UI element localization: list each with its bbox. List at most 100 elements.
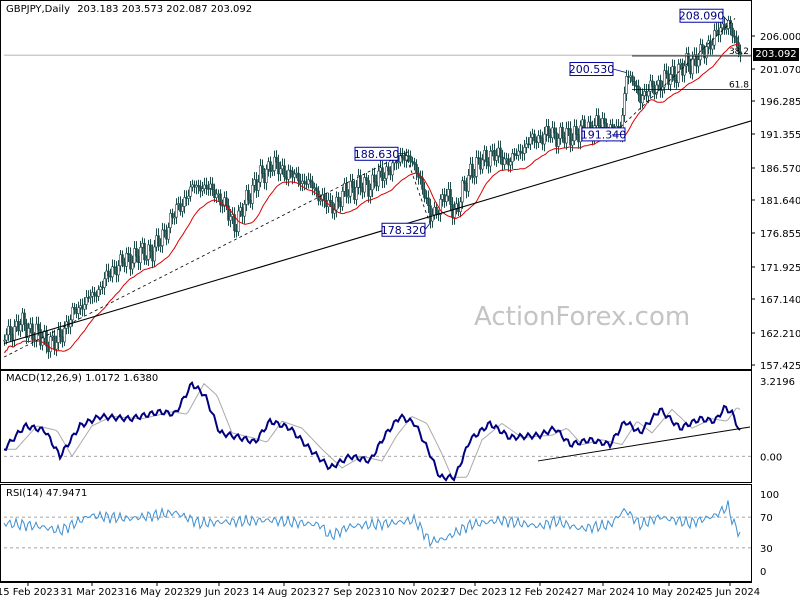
candle-body bbox=[271, 170, 274, 172]
candle-body bbox=[127, 253, 130, 255]
dashed-pullback-line bbox=[404, 153, 431, 224]
price-label-text: 178.320 bbox=[381, 224, 427, 237]
candle-body bbox=[347, 195, 350, 198]
candle-body bbox=[151, 250, 154, 262]
candle-body bbox=[63, 328, 66, 343]
candle-body bbox=[355, 187, 358, 200]
candle-body bbox=[527, 143, 530, 146]
candle-body bbox=[421, 177, 424, 190]
candle-body bbox=[397, 161, 400, 164]
candle-body bbox=[213, 189, 216, 198]
price-tick-label: 201.070 bbox=[760, 65, 800, 76]
ohlc-label: 203.183 203.573 202.087 203.092 bbox=[77, 4, 253, 15]
candle-body bbox=[77, 307, 80, 314]
candle-body bbox=[337, 196, 340, 202]
candle-body bbox=[171, 213, 174, 218]
candle-body bbox=[85, 297, 88, 305]
candle-body bbox=[557, 138, 560, 147]
candle-body bbox=[673, 66, 676, 81]
price-label-text: 200.530 bbox=[569, 63, 615, 76]
candle-body bbox=[75, 309, 78, 314]
price-label-text: 208.090 bbox=[679, 10, 725, 23]
candle-body bbox=[731, 27, 734, 37]
candle-body bbox=[659, 79, 662, 91]
candle-body bbox=[511, 153, 514, 163]
candle-body bbox=[571, 140, 574, 146]
candle-body bbox=[157, 235, 160, 246]
candle-body bbox=[493, 149, 496, 161]
candle-body bbox=[729, 20, 732, 29]
candle-body bbox=[193, 184, 196, 188]
rsi-tick-label: 30 bbox=[760, 544, 773, 555]
time-tick-label: 27 Sep 2023 bbox=[317, 587, 380, 598]
price-label-text: 188.630 bbox=[354, 148, 400, 161]
price-tick-label: 191.355 bbox=[760, 130, 800, 141]
candle-body bbox=[485, 150, 488, 163]
candle-body bbox=[93, 292, 96, 296]
candle-body bbox=[561, 126, 564, 139]
candle-body bbox=[149, 244, 152, 252]
candle-body bbox=[35, 323, 38, 341]
candle-body bbox=[683, 65, 686, 76]
candle-body bbox=[467, 175, 470, 192]
candle-body bbox=[91, 292, 94, 297]
candle-body bbox=[503, 158, 506, 165]
candle-body bbox=[49, 336, 52, 353]
candle-body bbox=[637, 85, 640, 95]
candle-body bbox=[277, 161, 280, 175]
candle-body bbox=[239, 207, 242, 212]
candle-body bbox=[121, 254, 124, 264]
candle-body bbox=[259, 165, 262, 183]
dashed-rally-line bbox=[611, 18, 736, 136]
price-label-connector bbox=[612, 68, 627, 73]
candle-body bbox=[217, 193, 220, 196]
macd-tick-label: 0.00 bbox=[760, 452, 782, 463]
rsi-line bbox=[3, 500, 741, 548]
candle-body bbox=[471, 163, 474, 178]
candle-body bbox=[137, 255, 140, 264]
candle-body bbox=[677, 64, 680, 83]
candle-body bbox=[173, 216, 176, 219]
candle-body bbox=[119, 254, 122, 267]
candle-body bbox=[365, 177, 368, 181]
candle-body bbox=[293, 173, 296, 178]
candle-body bbox=[167, 227, 170, 240]
macd-tick-label: 3.2196 bbox=[760, 377, 795, 388]
candle-body bbox=[725, 28, 728, 31]
candle-body bbox=[289, 169, 292, 172]
candle-body bbox=[641, 95, 644, 104]
candle-body bbox=[115, 267, 118, 276]
price-tick-label: 186.570 bbox=[760, 164, 800, 175]
candle-body bbox=[405, 155, 408, 161]
rsi-tick-label: 100 bbox=[760, 490, 779, 501]
candle-body bbox=[219, 193, 222, 206]
candle-body bbox=[269, 161, 272, 172]
candle-body bbox=[651, 80, 654, 87]
candle-body bbox=[87, 297, 90, 299]
macd-panel-header: MACD(12,26,9) 1.0172 1.6380 bbox=[6, 373, 159, 384]
candle-body bbox=[713, 30, 716, 46]
candle-body bbox=[211, 183, 214, 191]
price-label-connector bbox=[611, 133, 626, 136]
candle-body bbox=[147, 244, 150, 260]
candle-body bbox=[243, 204, 246, 217]
candle-body bbox=[279, 168, 282, 175]
candle-body bbox=[523, 147, 526, 154]
candle-body bbox=[247, 189, 250, 201]
candle-body bbox=[139, 246, 142, 264]
price-panel-frame bbox=[0, 0, 752, 370]
time-tick-label: 14 Aug 2023 bbox=[252, 587, 316, 598]
symbol-label: GBPJPY,Daily bbox=[6, 4, 70, 15]
candle-body bbox=[249, 199, 252, 204]
candle-body bbox=[633, 81, 636, 86]
candle-body bbox=[227, 205, 230, 221]
candle-body bbox=[537, 135, 540, 143]
candle-body bbox=[435, 206, 438, 215]
price-tick-label: 162.210 bbox=[760, 329, 800, 340]
candle-body bbox=[159, 245, 162, 247]
candle-body bbox=[233, 214, 236, 232]
macd-trendline bbox=[537, 426, 751, 462]
rsi-tick-label: 0 bbox=[760, 567, 766, 578]
